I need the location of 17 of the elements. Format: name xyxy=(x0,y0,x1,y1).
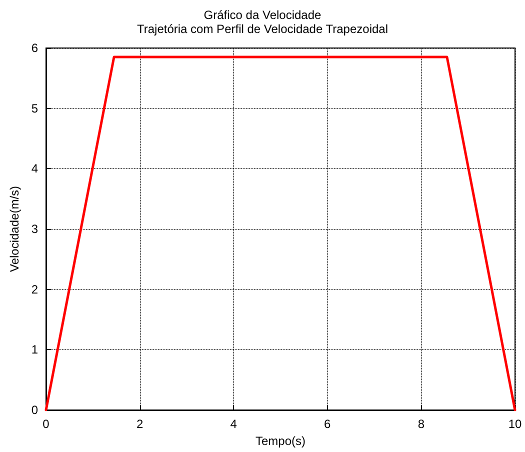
chart-title: Gráfico da Velocidade xyxy=(204,8,322,22)
x-tick-label: 2 xyxy=(136,417,144,431)
y-tick-label: 5 xyxy=(31,101,38,116)
x-axis-title: Tempo(s) xyxy=(255,434,306,448)
x-tick-label: 0 xyxy=(42,417,50,431)
y-tick-label: 3 xyxy=(31,222,38,236)
y-tick-label: 0 xyxy=(31,403,38,417)
x-tick-label: 10 xyxy=(508,417,522,431)
chart-subtitle: Trajetória com Perfil de Velocidade Trapezoidal xyxy=(136,22,388,36)
x-tick-label: 8 xyxy=(418,417,425,431)
y-axis-title: Velocidade(m/s) xyxy=(7,186,22,272)
y-tick-label: 4 xyxy=(31,162,38,176)
x-tick-label: 6 xyxy=(324,417,332,431)
y-tick-label: 1 xyxy=(31,342,38,357)
y-tick-label: 2 xyxy=(31,282,38,296)
y-tick-label: 6 xyxy=(31,41,38,55)
x-tick-label: 4 xyxy=(230,417,238,431)
